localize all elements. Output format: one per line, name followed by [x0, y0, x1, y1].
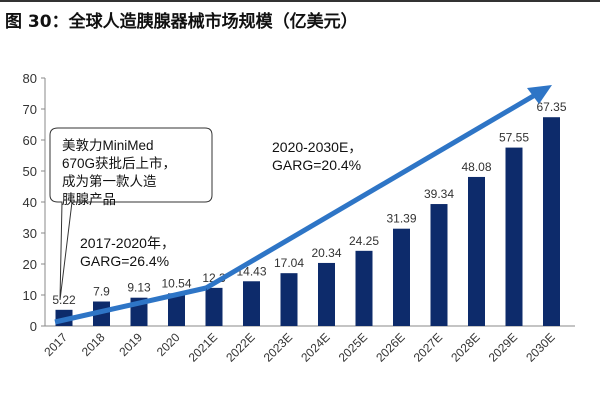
- bar-2026E: [393, 228, 410, 326]
- y-tick-label: 80: [23, 71, 37, 86]
- bar-2025E: [355, 250, 373, 326]
- callout-text: 胰腺产品: [62, 192, 116, 207]
- callout-box: [49, 127, 213, 301]
- data-label: 17.04: [274, 256, 304, 270]
- data-label: 57.55: [499, 131, 529, 145]
- x-tick-label: 2029E: [486, 330, 520, 364]
- cagr-2017-2020-label: 2017-2020年，: [80, 235, 175, 251]
- y-tick-label: 0: [30, 319, 37, 334]
- bar-2020: [168, 293, 185, 326]
- bar-2030E: [543, 117, 560, 326]
- cagr-arrow-2020-2030: [204, 92, 537, 291]
- data-label: 24.25: [349, 234, 379, 248]
- cagr-2020-2030-label: GARG=20.4%: [272, 157, 361, 173]
- x-tick-label: 2027E: [411, 330, 445, 364]
- callout-text: 美敦力MiniMed: [62, 138, 154, 153]
- data-label: 7.9: [93, 285, 110, 299]
- bar-2029E: [505, 147, 523, 326]
- x-tick-label: 2019: [116, 330, 145, 359]
- top-rule: [0, 0, 600, 2]
- x-tick-label: 2030E: [523, 330, 557, 364]
- x-tick-label: 2023E: [261, 330, 295, 364]
- bar-2021E: [205, 287, 223, 326]
- bar-2027E: [430, 204, 448, 326]
- x-tick-label: 2024E: [298, 330, 332, 364]
- data-label: 67.35: [536, 100, 566, 114]
- data-label: 9.13: [127, 281, 151, 295]
- data-label: 20.34: [311, 246, 341, 260]
- arrowhead-icon: [527, 85, 552, 104]
- x-tick-label: 2022E: [223, 330, 257, 364]
- bar-2022E: [243, 281, 260, 326]
- x-tick-label: 2028E: [448, 330, 482, 364]
- callout-text: 成为第一款人造: [62, 173, 157, 189]
- x-tick-label: 2021E: [186, 330, 220, 364]
- cagr-2017-2020-label: GARG=26.4%: [80, 253, 169, 269]
- bar-2024E: [318, 262, 335, 326]
- data-label: 10.54: [161, 276, 191, 290]
- x-tick-label: 2020: [154, 330, 183, 359]
- bar-2023E: [280, 273, 298, 326]
- data-label: 48.08: [461, 160, 491, 174]
- cagr-arrow-2017-2020: [54, 285, 207, 325]
- y-tick-label: 40: [23, 195, 37, 210]
- cagr-2020-2030-label: 2020-2030E，: [272, 139, 362, 155]
- y-tick-label: 50: [23, 164, 37, 179]
- x-tick-label: 2026E: [373, 330, 407, 364]
- y-tick-label: 60: [23, 133, 37, 148]
- figure-title: 图 30：全球人造胰腺器械市场规模（亿美元）: [5, 12, 358, 32]
- bar-2028E: [468, 176, 485, 326]
- x-tick-label: 2018: [79, 330, 108, 359]
- x-tick-label: 2025E: [336, 330, 370, 364]
- y-tick-label: 70: [23, 102, 37, 117]
- y-tick-label: 10: [23, 288, 37, 303]
- y-tick-label: 20: [23, 257, 37, 272]
- callout-text: 670G获批后上市，: [62, 155, 176, 171]
- data-label: 5.22: [52, 293, 76, 307]
- data-label: 31.39: [386, 212, 416, 226]
- data-label: 39.34: [424, 187, 454, 201]
- y-tick-label: 30: [23, 226, 37, 241]
- x-tick-label: 2017: [41, 330, 70, 359]
